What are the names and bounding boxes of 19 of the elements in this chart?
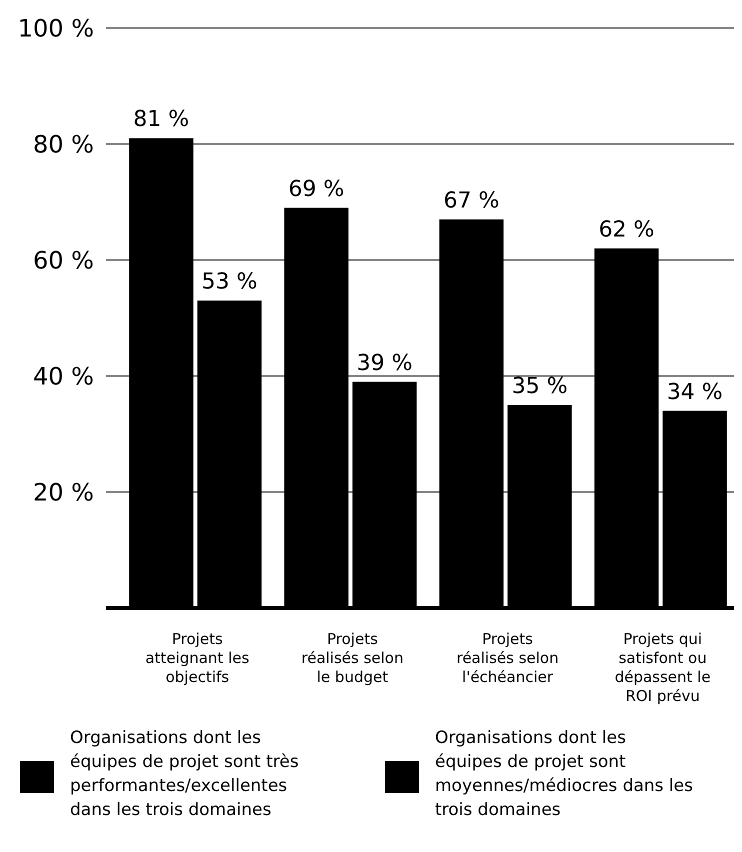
x-tick-label: Projets atteignant les objectifs [145,630,250,686]
x-tick-label: Projets réalisés selon le budget [301,630,404,686]
data-label: 34 % [666,380,723,405]
data-label: 69 % [288,176,344,202]
y-tick-label: 20 % [33,478,94,506]
x-tick-label: Projets réalisés selon l'échéancier [456,630,559,686]
y-tick-label: 100 % [18,14,94,42]
legend-label: Organisations dont les équipes de projet sont très performantes/excellentes dans les trois domaines [70,728,299,820]
data-label: 62 % [598,217,654,242]
y-tick-label: 80 % [33,130,94,158]
y-tick-label: 60 % [33,246,94,274]
data-label: 35 % [512,374,568,399]
data-label: 39 % [356,350,413,376]
x-tick-label: Projets qui satisfont ou dépassent le ROI prévu [614,630,711,705]
y-tick-label: 40 % [33,362,94,390]
legend-label: Organisations dont les équipes de projet sont moyennes/médiocres dans les trois domaines [435,728,694,820]
data-label: 67 % [443,188,500,214]
data-label: 81 % [133,107,190,132]
data-label: 53 % [202,270,258,295]
